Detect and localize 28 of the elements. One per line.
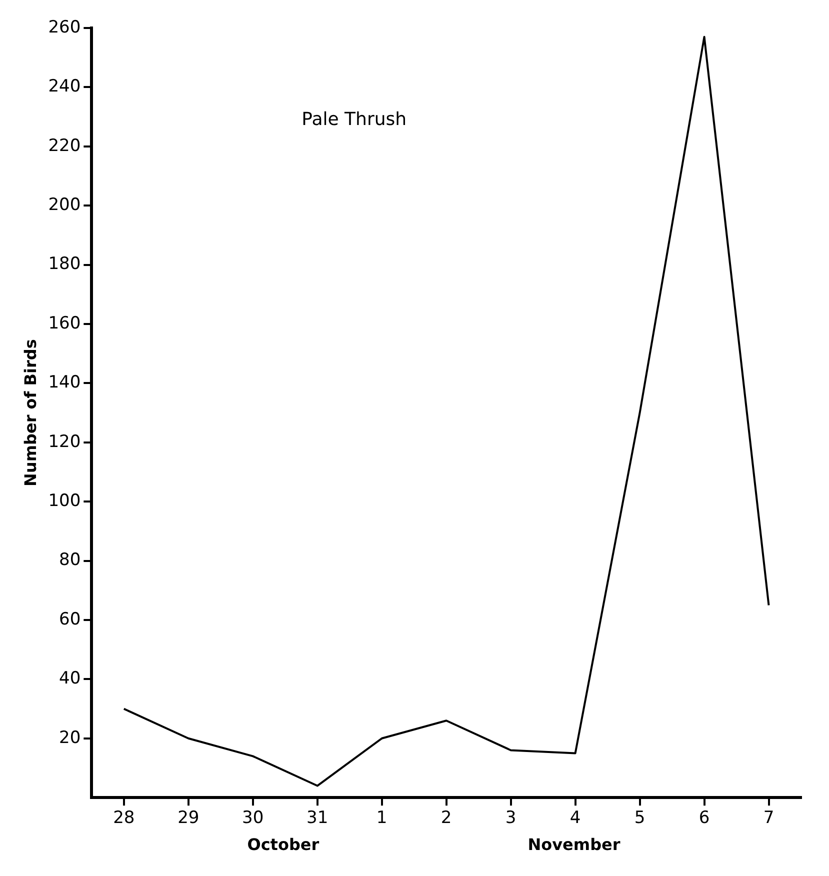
y-tick-label: 60 <box>59 609 81 630</box>
text: November <box>528 834 620 854</box>
y-tick-label: 160 <box>48 313 81 334</box>
x-tick-label: 29 <box>178 808 200 828</box>
x-tick-label: 4 <box>570 808 581 828</box>
text: Pale Thrush <box>302 109 407 130</box>
y-tick-label: 40 <box>59 668 81 689</box>
text: October <box>247 834 320 854</box>
x-tick-label: 7 <box>763 808 774 828</box>
x-tick-label: 3 <box>505 808 516 828</box>
x-tick-label: 1 <box>376 808 388 828</box>
y-tick-label: 240 <box>48 76 81 97</box>
x-tick-label: 28 <box>113 808 135 828</box>
y-tick-label: 200 <box>48 195 81 216</box>
x-tick-label: 30 <box>242 808 264 828</box>
y-axis-title: Number of Birds <box>20 339 40 486</box>
y-tick-label: 20 <box>59 728 81 748</box>
y-tick-label: 180 <box>48 254 81 274</box>
y-tick-label: 140 <box>48 372 81 393</box>
y-tick-label: 260 <box>48 17 81 38</box>
y-tick-label: 220 <box>48 136 81 156</box>
x-tick-label: 2 <box>440 808 452 828</box>
y-tick-label: 100 <box>48 491 81 512</box>
x-tick-label: 31 <box>306 808 328 828</box>
y-tick-label: 120 <box>48 432 81 452</box>
x-tick-label: 5 <box>634 808 646 828</box>
y-tick-label: 80 <box>59 550 81 570</box>
x-tick-label: 6 <box>698 808 710 828</box>
